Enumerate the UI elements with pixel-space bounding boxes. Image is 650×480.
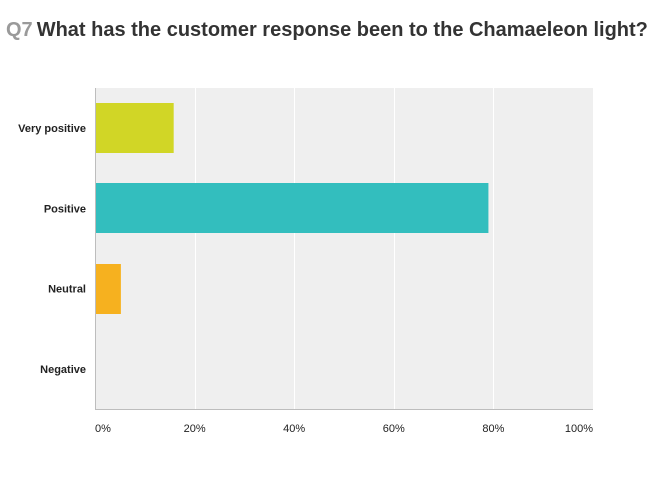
category-label: Negative bbox=[40, 364, 86, 376]
bars bbox=[95, 103, 489, 314]
question-number: Q7 bbox=[6, 19, 33, 41]
bar-positive bbox=[95, 183, 489, 233]
bar-neutral bbox=[95, 264, 121, 314]
x-tick-labels: 0% 20% 40% 60% 80% 100% bbox=[95, 423, 593, 435]
x-tick-label: 80% bbox=[482, 423, 504, 435]
bar-very-positive bbox=[95, 103, 174, 153]
category-label: Very positive bbox=[18, 123, 86, 135]
category-labels: Very positive Positive Neutral Negative bbox=[18, 123, 86, 376]
category-label: Neutral bbox=[48, 284, 86, 296]
x-tick-label: 100% bbox=[565, 423, 593, 435]
grid-lines bbox=[195, 88, 594, 409]
x-tick-label: 0% bbox=[95, 423, 111, 435]
x-tick-label: 60% bbox=[383, 423, 405, 435]
x-tick-label: 20% bbox=[184, 423, 206, 435]
chart-title: Q7 What has the customer response been to… bbox=[6, 19, 648, 42]
question-text: What has the customer response been to t… bbox=[36, 19, 648, 41]
axes bbox=[95, 88, 593, 410]
x-tick-label: 40% bbox=[283, 423, 305, 435]
plot-background bbox=[95, 88, 593, 409]
category-label: Positive bbox=[44, 203, 86, 215]
